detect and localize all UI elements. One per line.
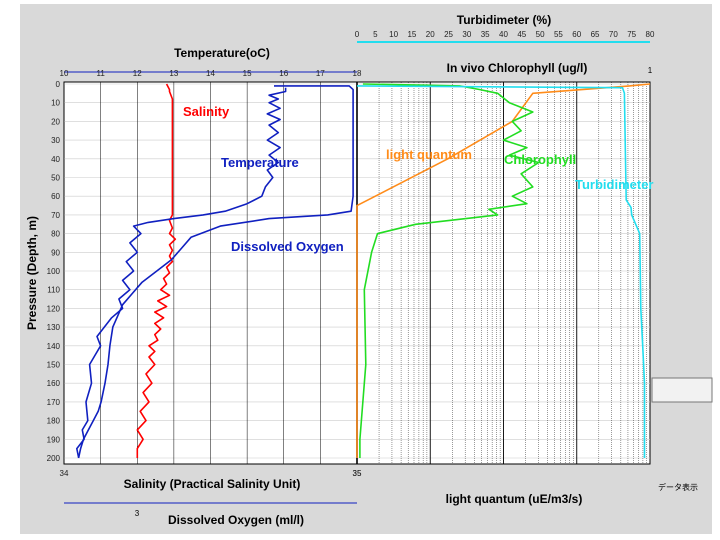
turbidity-tick-label: 65: [591, 30, 600, 39]
chlorophyll-title-box: [404, 58, 626, 78]
depth-tick-label: 30: [51, 136, 60, 145]
depth-tick-label: 90: [51, 248, 60, 257]
depth-tick-label: 60: [51, 192, 60, 201]
depth-tick-label: 120: [47, 304, 61, 313]
right-strip-panel: [650, 84, 712, 464]
oxygen-axis-min: 3: [135, 509, 140, 518]
turbidity-tick-label: 70: [609, 30, 618, 39]
annotation-salinity: Salinity: [183, 104, 230, 119]
turbidity-tick-label: 60: [572, 30, 581, 39]
temperature-tick-label: 16: [279, 69, 288, 78]
turbidity-tick-label: 45: [517, 30, 526, 39]
depth-tick-label: 0: [56, 80, 61, 89]
temperature-tick-label: 10: [60, 69, 69, 78]
annotation-chlorophyll: Chlorophyll: [504, 152, 576, 167]
depth-tick-label: 170: [47, 398, 61, 407]
depth-tick-label: 70: [51, 211, 60, 220]
annotation-turbidimeter: Turbidimeter: [575, 177, 654, 192]
turbidity-tick-label: 80: [646, 30, 655, 39]
annotation-light-quantum: light quantum: [386, 147, 472, 162]
left-axis-panel: [20, 84, 64, 464]
temperature-tick-label: 18: [353, 69, 362, 78]
depth-tick-label: 200: [47, 454, 61, 463]
temperature-tick-label: 14: [206, 69, 215, 78]
temperature-title: Temperature(oC): [174, 46, 270, 60]
depth-tick-label: 110: [47, 286, 60, 295]
series-salinity-line: [136, 83, 177, 458]
corner-button[interactable]: [651, 377, 713, 403]
depth-tick-label: 10: [51, 99, 60, 108]
turbidity-tick-label: 30: [462, 30, 471, 39]
turbidity-tick-label: 10: [389, 30, 398, 39]
depth-tick-label: 80: [51, 230, 60, 239]
turbidity-tick-label: 20: [426, 30, 435, 39]
depth-tick-label: 20: [51, 117, 60, 126]
chlorophyll-title: In vivo Chlorophyll (ug/l): [447, 61, 588, 75]
temperature-tick-label: 17: [316, 69, 325, 78]
temperature-tick-label: 15: [243, 69, 252, 78]
light-tick-min: 35: [353, 469, 362, 478]
annotation-temperature: Temperature: [221, 155, 299, 170]
turbidity-tick-label: 55: [554, 30, 563, 39]
y-axis-title: Pressure (Depth, m): [25, 216, 39, 330]
turbidity-tick-label: 35: [481, 30, 490, 39]
turbidity-tick-label: 40: [499, 30, 508, 39]
depth-tick-label: 150: [47, 361, 61, 370]
turbidity-tick-label: 75: [627, 30, 636, 39]
depth-tick-label: 160: [47, 379, 61, 388]
oxygen-axis-title: Dissolved Oxygen (ml/l): [168, 513, 304, 527]
salinity-axis-title: Salinity (Practical Salinity Unit): [124, 477, 301, 491]
series-temperature-line: [76, 87, 287, 459]
turbidity-tick-label: 0: [355, 30, 360, 39]
depth-tick-label: 180: [47, 417, 61, 426]
turbidity-tick-label: 15: [407, 30, 416, 39]
depth-tick-label: 100: [47, 267, 61, 276]
turbidity-tick-label: 25: [444, 30, 453, 39]
salinity-tick-min: 34: [60, 469, 69, 478]
annotation-dissolved-oxygen: Dissolved Oxygen: [231, 239, 344, 254]
bottom-axis-panel: [20, 464, 712, 534]
series-layer: [76, 83, 651, 459]
salinity-tick-max: 35: [353, 469, 362, 478]
series-turbidimeter-line: [356, 85, 646, 458]
chlorophyll-axis-max: 1: [648, 66, 653, 75]
turbidimeter-title: Turbidimeter (%): [457, 13, 551, 27]
depth-tick-label: 130: [47, 323, 61, 332]
series-chlorophyll-line: [359, 83, 540, 458]
annotation-layer: Salinity Temperature Dissolved Oxygen light…: [183, 104, 654, 254]
depth-tick-label: 140: [47, 342, 61, 351]
turbidity-tick-label: 5: [373, 30, 378, 39]
turbidity-tick-label: 50: [536, 30, 545, 39]
temperature-tick-label: 12: [133, 69, 142, 78]
depth-tick-label: 190: [47, 435, 61, 444]
series-dissolved-oxygen-line: [77, 85, 354, 459]
tick-layer: 0102030405060708090100110120130140150160…: [47, 30, 655, 478]
light-axis-title: light quantum (uE/m3/s): [446, 492, 583, 506]
bottom-right-tag: データ表示: [658, 482, 698, 492]
temperature-tick-label: 13: [169, 69, 178, 78]
depth-tick-label: 40: [51, 155, 60, 164]
depth-tick-label: 50: [51, 174, 60, 183]
temperature-tick-label: 11: [96, 69, 105, 78]
